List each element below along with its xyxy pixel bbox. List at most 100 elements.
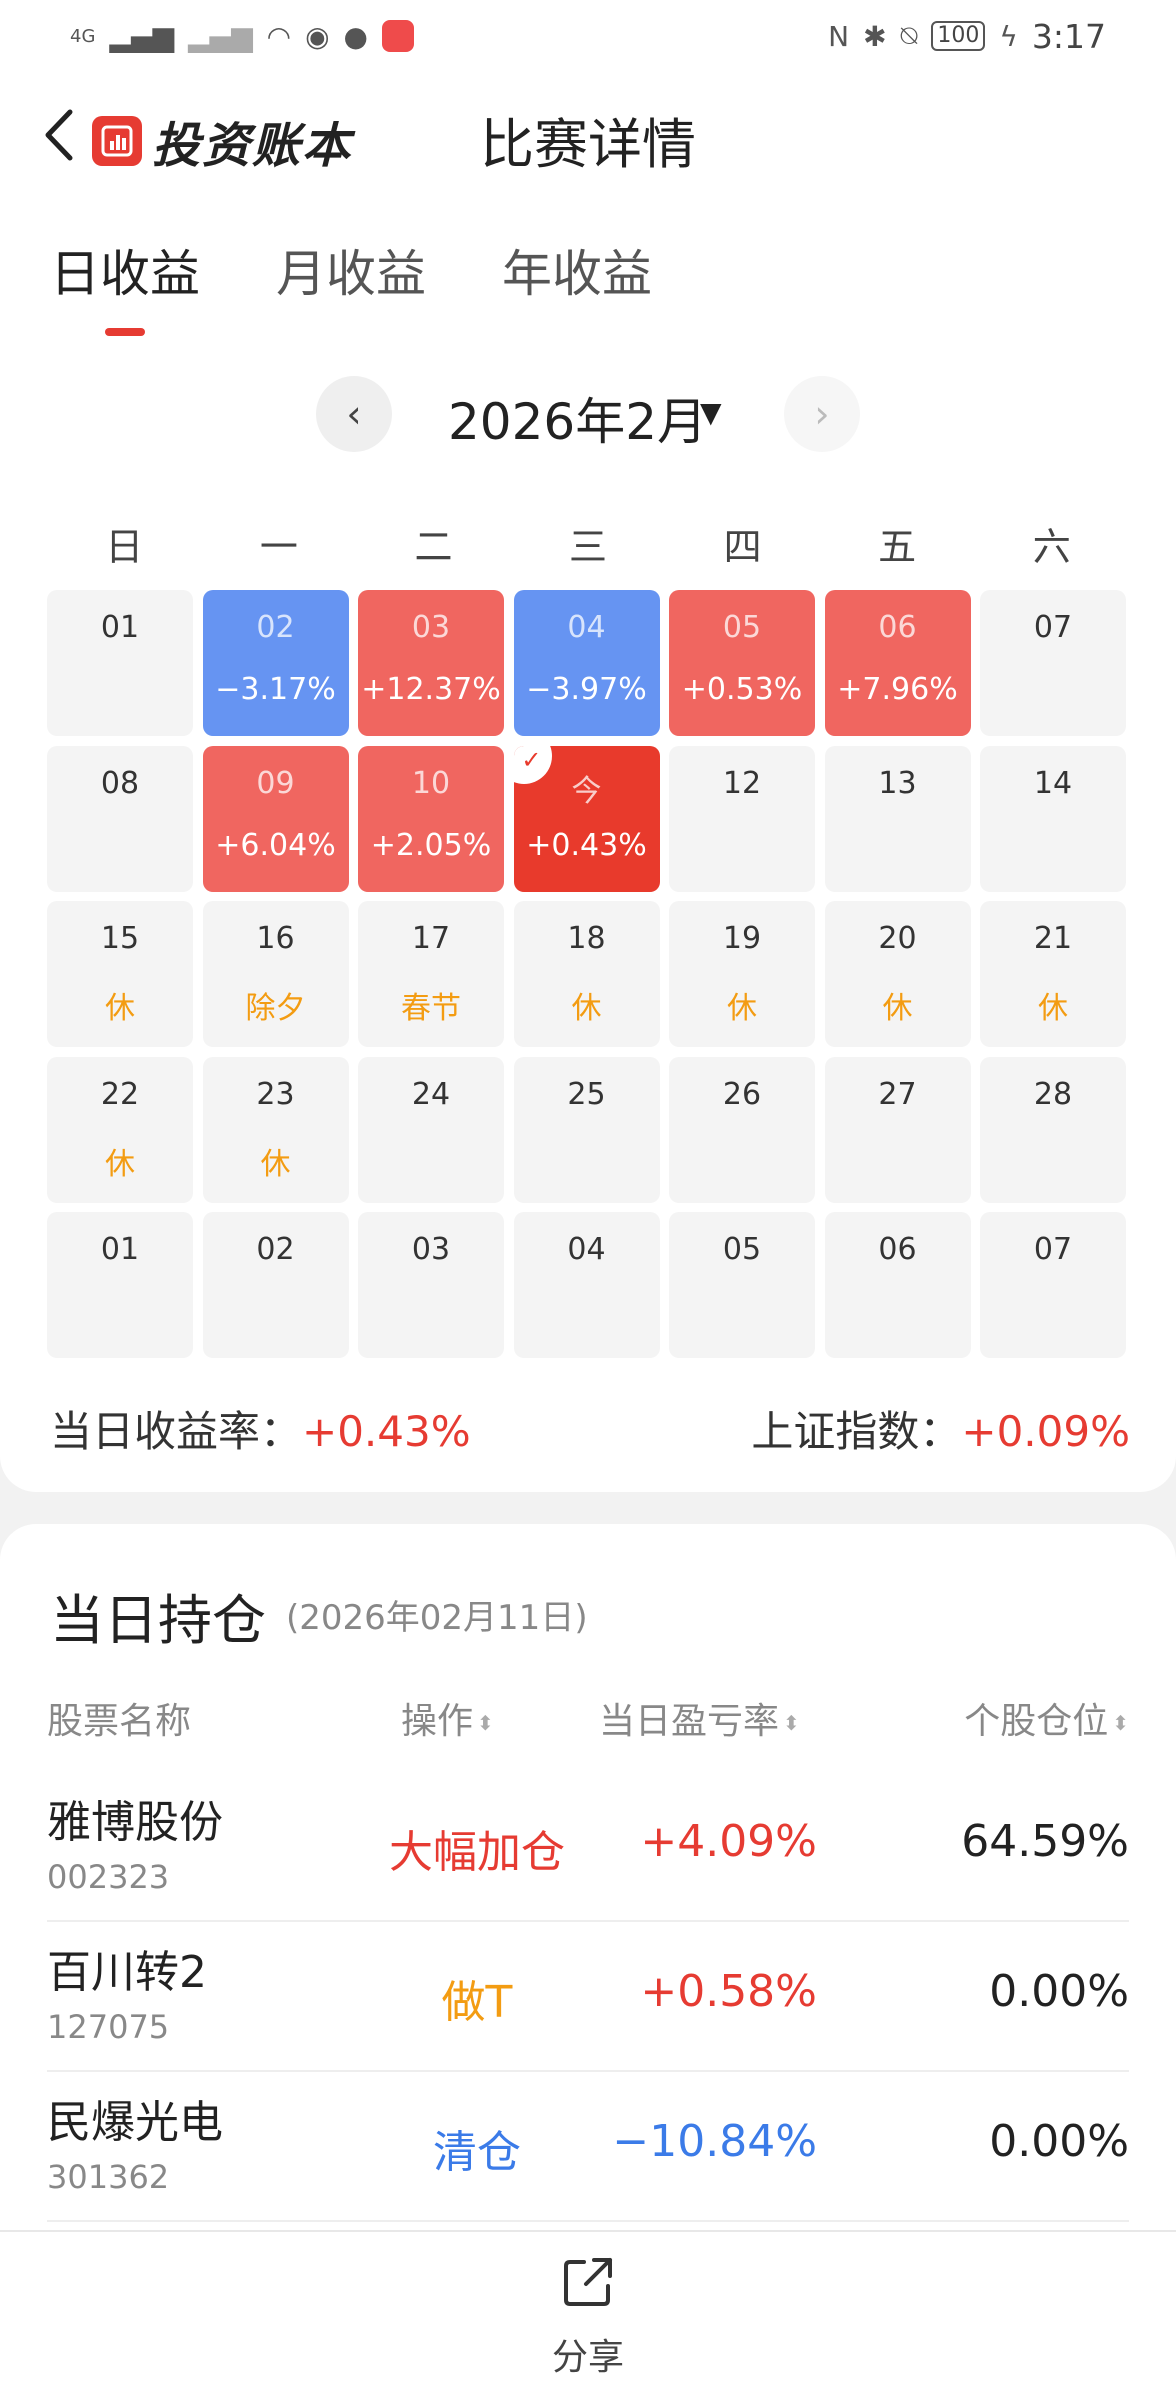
- weekday-label: 五: [878, 525, 917, 569]
- calendar-day[interactable]: 09 +6.04%: [202, 745, 349, 892]
- brand: 投资账本: [92, 106, 352, 176]
- holdings-card: 当日持仓 (2026年02月11日) 股票名称 操作 ⬍ 当日盈亏率 ⬍ 个股仓位 ⬍…: [0, 1524, 1176, 2244]
- brand-logo-icon: [92, 116, 142, 166]
- calendar-day[interactable]: 27: [824, 1056, 971, 1203]
- table-row[interactable]: 民爆光电 301362 清仓 −10.84% 0.00%: [47, 2072, 1129, 2222]
- calendar-day[interactable]: 10 +2.05%: [358, 745, 504, 892]
- calendar-day[interactable]: 15 休: [47, 901, 193, 1047]
- calendar-day[interactable]: 07: [980, 1212, 1126, 1358]
- chevron-right-icon: ›: [814, 392, 830, 436]
- share-icon: [564, 2258, 612, 2306]
- month-selector[interactable]: 2026年2月: [448, 393, 708, 451]
- daily-return: 当日收益率：+0.43%: [50, 1398, 471, 1459]
- calendar-day[interactable]: 12: [669, 745, 815, 892]
- calendar-day[interactable]: 02: [202, 1212, 349, 1358]
- calendar-day[interactable]: 13: [824, 745, 971, 892]
- calendar-day[interactable]: 08: [47, 745, 193, 892]
- calendar-day-return: −3.97%: [526, 672, 647, 707]
- calendar-day[interactable]: 03 +12.37%: [358, 590, 504, 736]
- calendar-day-number: 02: [256, 1232, 295, 1267]
- calendar-day-return: −3.17%: [215, 672, 336, 707]
- calendar-day[interactable]: 06 +7.96%: [824, 590, 971, 736]
- daily-return-value: +0.43%: [302, 1407, 471, 1456]
- calendar-day-number: 04: [567, 1232, 606, 1267]
- calendar-day[interactable]: 04 −3.97%: [513, 590, 660, 736]
- stock-name: 百川转2: [47, 1947, 207, 1998]
- calendar-day[interactable]: 14: [980, 745, 1126, 892]
- stock-code: 301362: [47, 2158, 170, 2196]
- calendar-day[interactable]: 22 休: [47, 1056, 193, 1203]
- calendar-day-today[interactable]: 今 +0.43% ✓: [513, 745, 660, 892]
- calendar-day-number: 03: [411, 1232, 451, 1267]
- calendar-day[interactable]: 07: [980, 590, 1126, 736]
- calendar-day[interactable]: 20 休: [824, 901, 971, 1047]
- sort-icon: ⬍: [477, 1711, 494, 1735]
- calendar-day-return: +0.53%: [681, 672, 803, 707]
- calendar-day-number: 27: [878, 1076, 917, 1112]
- calendar-day[interactable]: 03: [358, 1212, 504, 1358]
- calendar-day[interactable]: 06: [824, 1212, 971, 1358]
- weekday-label: 二: [414, 525, 453, 569]
- tab-monthly[interactable]: 月收益: [276, 245, 426, 303]
- battery-icon: 100: [931, 21, 986, 51]
- calendar-day-number: 05: [722, 1232, 762, 1267]
- next-month-button[interactable]: ›: [784, 376, 860, 452]
- column-header-name: 股票名称: [47, 1692, 191, 1744]
- bottom-bar: 分享: [0, 2230, 1176, 2400]
- calendar-day[interactable]: 05 +0.53%: [669, 590, 815, 736]
- calendar-day[interactable]: 23 休: [202, 1056, 349, 1203]
- column-header-position-label: 个股仓位: [964, 1701, 1109, 1742]
- eye-icon: ◉: [305, 19, 330, 53]
- calendar-day[interactable]: 19 休: [669, 901, 815, 1047]
- calendar-day[interactable]: 01: [47, 590, 193, 736]
- month-navigator: ‹ 2026年2月 ▼ ›: [0, 374, 1176, 454]
- stock-operation: 做T: [441, 1977, 513, 2028]
- calendar-day-number: 07: [1033, 1232, 1073, 1267]
- calendar-day[interactable]: 18 休: [513, 901, 660, 1047]
- prev-month-button[interactable]: ‹: [316, 376, 392, 452]
- weekday-label: 三: [569, 525, 608, 569]
- weekday-header: 日 一 二 三 四 五 六: [47, 516, 1129, 571]
- calendar-day[interactable]: 02 −3.17%: [202, 590, 349, 736]
- calendar-day-number: 09: [256, 765, 295, 801]
- calendar-day-holiday: 休: [105, 991, 135, 1026]
- calendar-day-holiday: 休: [727, 991, 757, 1026]
- calendar-day-return: +0.43%: [526, 827, 647, 863]
- calendar-day-number: 18: [567, 921, 606, 956]
- signal-icon: ▂▄▆: [109, 19, 175, 53]
- page-title: 比赛详情: [480, 113, 696, 176]
- network-type: 4G: [70, 25, 96, 47]
- calendar-day[interactable]: 05: [669, 1212, 815, 1358]
- back-button[interactable]: [36, 100, 86, 170]
- tab-bar: 日收益 月收益 年收益: [50, 234, 652, 336]
- table-row[interactable]: 百川转2 127075 做T +0.58% 0.00%: [47, 1922, 1129, 2072]
- calendar-day[interactable]: 17 春节: [358, 901, 504, 1047]
- column-header-pnl[interactable]: 当日盈亏率 ⬍: [599, 1692, 800, 1744]
- calendar-day[interactable]: 28: [980, 1056, 1126, 1203]
- stock-daily-pnl: +0.58%: [640, 1966, 817, 2017]
- tab-yearly[interactable]: 年收益: [502, 245, 652, 303]
- caret-down-icon[interactable]: ▼: [700, 396, 722, 429]
- calendar-day-number: 今: [571, 773, 602, 809]
- table-row[interactable]: 雅博股份 002323 大幅加仓 +4.09% 64.59%: [47, 1772, 1129, 1922]
- calendar-day[interactable]: 04: [513, 1212, 660, 1358]
- calendar-day[interactable]: 01: [47, 1212, 193, 1358]
- calendar-day-number: 15: [100, 921, 140, 956]
- tab-daily[interactable]: 日收益: [50, 234, 200, 336]
- calendar-day-number: 01: [100, 1232, 140, 1267]
- column-header-op[interactable]: 操作 ⬍: [401, 1692, 494, 1744]
- nfc-icon: N: [828, 19, 850, 53]
- share-button[interactable]: 分享: [538, 2254, 638, 2380]
- calendar-day[interactable]: 16 除夕: [202, 901, 349, 1047]
- column-header-position[interactable]: 个股仓位 ⬍: [964, 1692, 1129, 1744]
- stock-operation: 清仓: [433, 2127, 521, 2178]
- calendar-day-number: 05: [722, 610, 762, 645]
- column-header-name-label: 股票名称: [47, 1701, 192, 1742]
- calendar-day[interactable]: 26: [669, 1056, 815, 1203]
- calendar-day-number: 06: [878, 1232, 917, 1267]
- calendar-day[interactable]: 24: [358, 1056, 504, 1203]
- calendar-day-number: 04: [567, 610, 606, 645]
- sort-icon: ⬍: [783, 1711, 800, 1735]
- calendar-day[interactable]: 25: [513, 1056, 660, 1203]
- calendar-day[interactable]: 21 休: [980, 901, 1126, 1047]
